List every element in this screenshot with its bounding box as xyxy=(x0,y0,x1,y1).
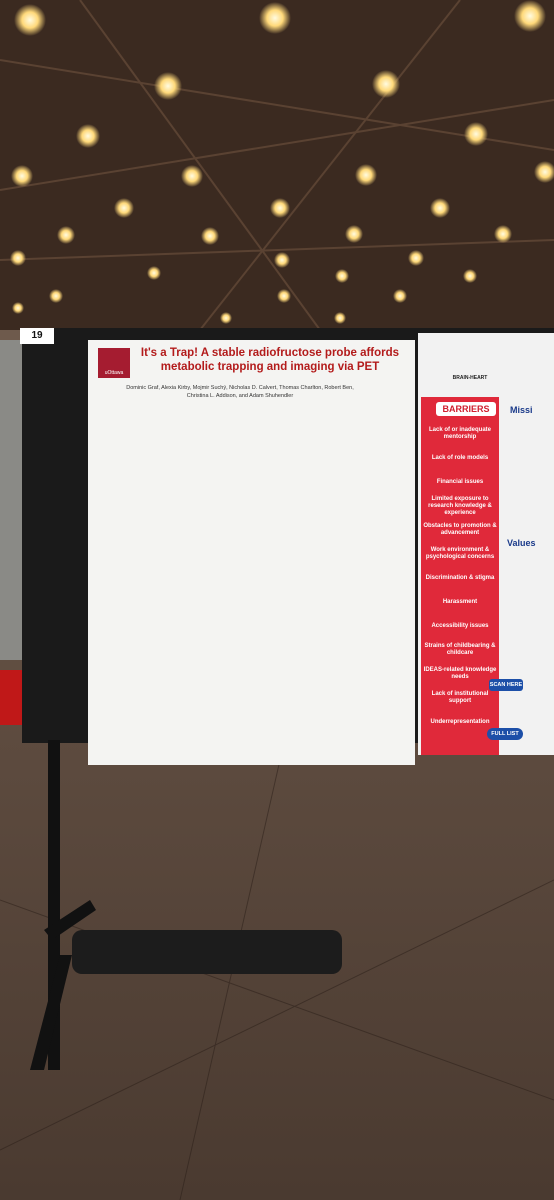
board-stand xyxy=(30,740,342,1070)
barrier-item: Work environment & psychological concern… xyxy=(425,547,495,560)
barriers-column xyxy=(421,397,499,755)
barrier-item: Lack of or inadequate mentorship xyxy=(428,427,491,440)
network-name: BRAIN-HEART xyxy=(452,375,488,381)
barrier-item: Underrepresentation xyxy=(430,718,490,725)
barrier-item: Obstacles to promotion & advancement xyxy=(423,523,497,536)
board-number: 19 xyxy=(20,328,54,344)
institution-logo: uOttawa xyxy=(98,348,130,378)
mission-title: Missi xyxy=(510,405,533,415)
barrier-item: Limited exposure to research knowledge &… xyxy=(428,495,492,516)
barrier-item: Lack of institutional support xyxy=(431,691,489,704)
barrier-item: Discrimination & stigma xyxy=(425,574,495,581)
poster-authors: Dominic Graf, Alexia Kirby, Mojmir Suchý… xyxy=(126,385,354,399)
barriers-list: Lack of or inadequate mentorship Lack of … xyxy=(423,422,497,734)
ceiling-grid xyxy=(0,0,554,331)
barrier-item: Lack of role models xyxy=(431,454,489,461)
poster-title: It's a Trap! A stable radiofructose prob… xyxy=(140,347,400,373)
barrier-item: Strains of childbearing & childcare xyxy=(424,643,496,656)
scan-label: SCAN HERE xyxy=(489,679,523,691)
barrier-item: Harassment xyxy=(442,598,478,605)
ceiling-lights xyxy=(10,0,554,324)
barriers-title: BARRIERS xyxy=(436,402,496,416)
barrier-item: Accessibility issues xyxy=(431,622,489,629)
ceiling xyxy=(0,0,554,340)
full-list-button[interactable]: FULL LIST xyxy=(487,728,523,740)
barrier-item: Financial issues xyxy=(436,478,484,485)
values-title: Values xyxy=(507,538,536,548)
poster xyxy=(88,340,415,765)
barrier-item: IDEAS-related knowledge needs xyxy=(423,667,497,680)
